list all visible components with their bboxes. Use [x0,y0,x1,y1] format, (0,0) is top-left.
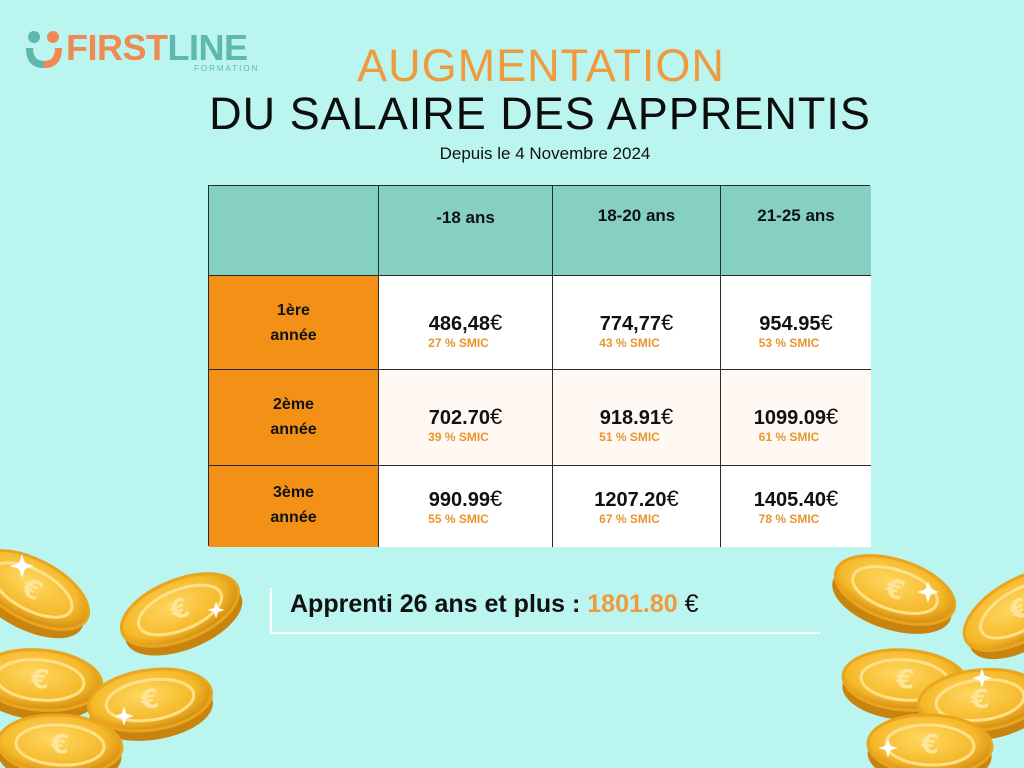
sparkle-icon [972,668,992,688]
banner-amount: 1801.80 [587,590,678,618]
row-label: 2ème année [270,396,317,438]
coin-icon [109,557,254,672]
row-label: 3ème année [270,484,317,526]
smic-percent: 43 % SMIC [599,336,660,350]
logo-subtext: FORMATION [194,64,260,73]
row-label-cell: 3ème année [209,466,379,547]
coin-icon [838,644,971,726]
smic-percent: 39 % SMIC [428,430,489,444]
row-label: 1ère année [270,302,317,344]
smic-percent: 67 % SMIC [599,512,660,526]
sparkle-icon [114,706,134,726]
firstline-logo: FIRSTLINE FORMATION [22,26,262,76]
title-line-2: DU SALAIRE DES APPRENTIS [209,88,871,139]
table-cell: 1207.20€ 67 % SMIC [553,466,721,547]
banner-label: Apprenti 26 ans et plus : [290,590,588,618]
banner-currency: € [684,590,699,618]
coin-icon [949,551,1024,678]
logo-wordmark: FIRSTLINE [66,26,248,70]
smic-percent: 27 % SMIC [428,336,489,350]
column-header-label: -18 ans [436,208,495,227]
table-cell: 1099.09€ 61 % SMIC [721,370,871,466]
table-corner-cell [209,186,379,276]
table-cell: 486,48€ 27 % SMIC [379,276,553,370]
salary-amount: 1405.40€ [753,486,839,511]
over-26-banner: Apprenti 26 ans et plus : 1801.80 € [270,588,820,634]
sparkle-icon [10,554,34,578]
logo-first: FIRST [66,27,168,68]
table-cell: 918.91€ 51 % SMIC [553,370,721,466]
coin-icon [0,643,106,727]
coin-icon [0,532,103,656]
sparkle-icon [207,601,225,619]
title-line-1: AUGMENTATION [357,40,725,91]
smic-percent: 51 % SMIC [599,430,660,444]
salary-amount: 954.95€ [759,310,833,335]
banner-text: Apprenti 26 ans et plus : 1801.80 € [290,590,699,619]
logo-people-icon [26,31,62,68]
salary-amount: 702.70€ [428,404,503,429]
column-header: 21-25 ans [721,186,871,276]
column-header: 18-20 ans [553,186,721,276]
table-cell: 1405.40€ 78 % SMIC [721,466,871,547]
salary-amount: 918.91€ [599,404,674,429]
subtitle: Depuis le 4 Novembre 2024 [439,144,651,163]
table-cell: 702.70€ 39 % SMIC [379,370,553,466]
coin-icon [82,660,219,750]
smic-percent: 61 % SMIC [758,430,820,444]
coin-icon [0,710,125,768]
smic-percent: 53 % SMIC [758,336,820,350]
column-header: -18 ans [379,186,553,276]
salary-amount: 990.99€ [428,486,503,511]
salary-amount: 1207.20€ [594,486,679,511]
smic-percent: 78 % SMIC [758,512,820,526]
table-cell: 774,77€ 43 % SMIC [553,276,721,370]
row-label-cell: 1ère année [209,276,379,370]
logo-line: LINE [167,27,249,68]
column-header-label: 18-20 ans [597,206,676,225]
coin-icon [822,540,965,649]
table-cell: 954.95€ 53 % SMIC [721,276,871,370]
coin-icon [913,662,1024,748]
column-header-label: 21-25 ans [757,206,835,225]
table-cell: 990.99€ 55 % SMIC [379,466,553,547]
salary-amount: 1099.09€ [753,404,839,429]
salary-table: -18 ans 18-20 ans 21-25 ans 1ère année 4… [208,185,871,547]
smic-percent: 55 % SMIC [428,512,489,526]
coin-icon [865,711,995,768]
salary-amount: 774,77€ [599,310,674,335]
sparkle-icon [878,738,898,758]
salary-amount: 486,48€ [428,310,503,335]
row-label-cell: 2ème année [209,370,379,466]
sparkle-icon [917,581,939,603]
